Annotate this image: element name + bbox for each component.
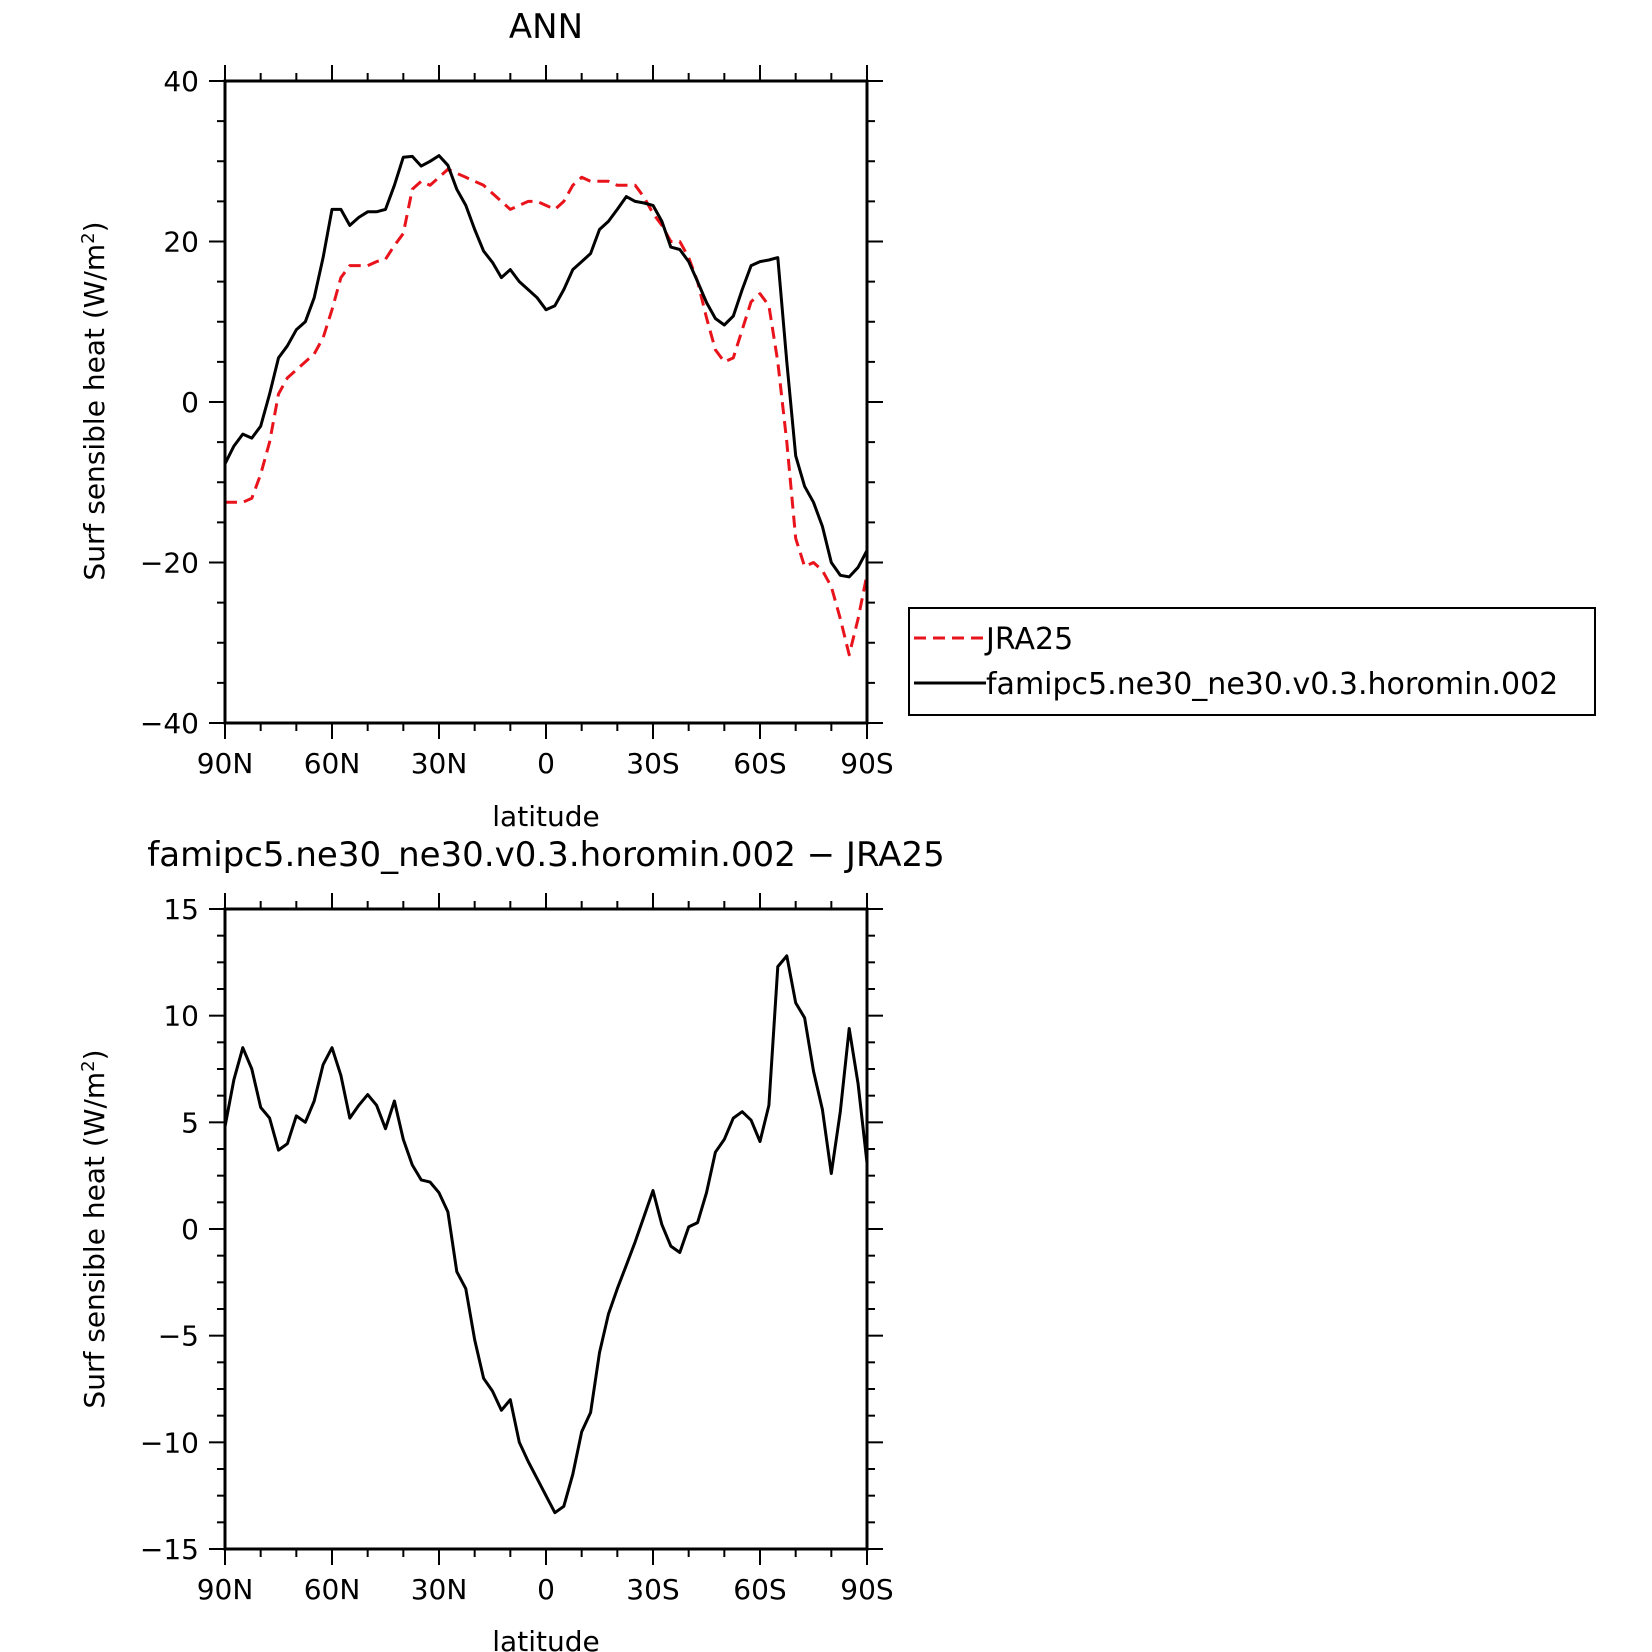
x-axis-label: latitude (492, 1625, 599, 1652)
series-line-difference (223, 954, 869, 1515)
plot-marks (223, 954, 869, 1515)
x-tick-label: 90N (197, 1573, 254, 1606)
x-tick-label: 90S (840, 747, 893, 780)
y-axis-label-close: ) (78, 1049, 111, 1060)
x-tick-label: 60N (304, 1573, 361, 1606)
y-tick-label: −15 (140, 1533, 199, 1566)
x-tick-label: 0 (537, 747, 555, 780)
x-tick-label: 30S (626, 747, 679, 780)
y-tick-label: 40 (163, 65, 199, 98)
legend-box (908, 607, 1596, 716)
legend: JRA25 famipc5.ne30_ne30.v0.3.horomin.002 (908, 607, 1596, 716)
series-line-jra25 (225, 167, 869, 657)
plot-frame (223, 907, 869, 1551)
y-axis-label-text: Surf sensible heat (W/m (78, 244, 111, 581)
legend-label-model: famipc5.ne30_ne30.v0.3.horomin.002 (986, 667, 1558, 702)
x-tick-label: 60S (733, 747, 786, 780)
legend-label-jra25: JRA25 (984, 622, 1073, 657)
y-axis-label: Surf sensible heat (W/m2) (78, 221, 112, 580)
chart-title: ANN (509, 7, 583, 47)
x-tick-label: 60N (304, 747, 361, 780)
y-axis-label-superscript: 2 (78, 1060, 99, 1071)
y-tick-label: −5 (158, 1320, 199, 1353)
y-axis-label-superscript: 2 (78, 232, 99, 243)
x-tick-label: 90S (840, 1573, 893, 1606)
y-tick-label: 0 (181, 1213, 199, 1246)
chart-difference: famipc5.ne30_ne30.v0.3.horomin.002 − JRA… (78, 835, 945, 1652)
x-tick-label: 30N (411, 1573, 468, 1606)
y-axis-label-close: ) (78, 221, 111, 232)
x-tick-label: 90N (197, 747, 254, 780)
y-tick-label: −20 (140, 547, 199, 580)
y-tick-label: 5 (181, 1106, 199, 1139)
axis-ticks (209, 893, 883, 1565)
tick-labels: 90N 60N 30N 0 30S 60S 90S −15 −10 −5 0 5 10 15 (140, 893, 894, 1606)
plot-frame (223, 79, 869, 725)
chart-title: famipc5.ne30_ne30.v0.3.horomin.002 − JRA… (147, 835, 944, 875)
tick-labels: 90N 60N 30N 0 30S 60S 90S −40 −20 0 20 40 (140, 65, 894, 780)
chart-annual-mean: ANN latitude Surf sensible heat (W/m2) 9… (78, 7, 1596, 833)
x-axis-label: latitude (492, 800, 599, 833)
y-axis-label: Surf sensible heat (W/m2) (78, 1049, 112, 1408)
y-tick-label: 15 (163, 893, 199, 926)
y-axis-label-text: Surf sensible heat (W/m (78, 1072, 111, 1409)
y-tick-label: 20 (163, 226, 199, 259)
plot-marks (223, 154, 869, 657)
y-tick-label: 0 (181, 386, 199, 419)
y-tick-label: −10 (140, 1426, 199, 1459)
series-line-famipc5-ne30-ne30-v0-3-horomin-002 (223, 154, 869, 579)
x-tick-label: 30S (626, 1573, 679, 1606)
y-tick-label: 10 (163, 1000, 199, 1033)
x-tick-label: 0 (537, 1573, 555, 1606)
x-tick-label: 30N (411, 747, 468, 780)
y-tick-label: −40 (140, 707, 199, 740)
x-tick-label: 60S (733, 1573, 786, 1606)
